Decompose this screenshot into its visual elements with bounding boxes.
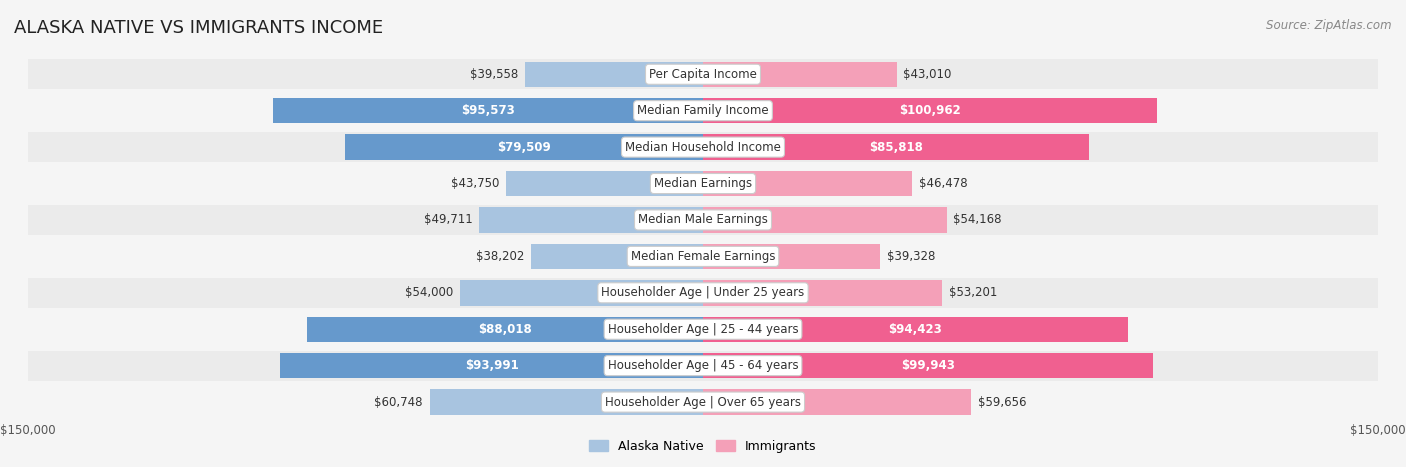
Bar xyxy=(479,207,703,233)
Text: Median Male Earnings: Median Male Earnings xyxy=(638,213,768,226)
Text: Median Household Income: Median Household Income xyxy=(626,141,780,154)
Bar xyxy=(28,132,1378,162)
Text: $94,423: $94,423 xyxy=(889,323,942,336)
Text: $95,573: $95,573 xyxy=(461,104,515,117)
Text: $93,991: $93,991 xyxy=(464,359,519,372)
Bar xyxy=(703,171,912,196)
Text: $85,818: $85,818 xyxy=(869,141,922,154)
Bar xyxy=(28,169,1378,198)
Bar xyxy=(280,353,703,378)
Text: Per Capita Income: Per Capita Income xyxy=(650,68,756,81)
Text: $49,711: $49,711 xyxy=(423,213,472,226)
Bar xyxy=(28,241,1378,271)
Text: Median Family Income: Median Family Income xyxy=(637,104,769,117)
Text: $46,478: $46,478 xyxy=(920,177,967,190)
Text: Householder Age | 45 - 64 years: Householder Age | 45 - 64 years xyxy=(607,359,799,372)
Bar xyxy=(524,62,703,87)
Text: $53,201: $53,201 xyxy=(949,286,997,299)
Text: Householder Age | Under 25 years: Householder Age | Under 25 years xyxy=(602,286,804,299)
Text: $43,750: $43,750 xyxy=(451,177,499,190)
Text: $60,748: $60,748 xyxy=(374,396,423,409)
Bar xyxy=(28,387,1378,417)
Bar xyxy=(703,244,880,269)
Bar xyxy=(703,280,942,305)
Text: $39,558: $39,558 xyxy=(470,68,519,81)
Text: Source: ZipAtlas.com: Source: ZipAtlas.com xyxy=(1267,19,1392,32)
Bar xyxy=(28,205,1378,235)
Bar xyxy=(703,134,1090,160)
Text: $38,202: $38,202 xyxy=(477,250,524,263)
Text: $99,943: $99,943 xyxy=(901,359,955,372)
Bar xyxy=(703,62,897,87)
Bar xyxy=(703,389,972,415)
Bar xyxy=(28,314,1378,344)
Text: $54,168: $54,168 xyxy=(953,213,1002,226)
Bar xyxy=(273,98,703,123)
Bar xyxy=(703,98,1157,123)
Bar xyxy=(28,278,1378,308)
Bar xyxy=(28,96,1378,126)
Text: $79,509: $79,509 xyxy=(498,141,551,154)
Bar xyxy=(703,207,946,233)
Bar xyxy=(307,317,703,342)
Bar xyxy=(28,59,1378,89)
Bar xyxy=(506,171,703,196)
Bar xyxy=(703,317,1128,342)
Text: ALASKA NATIVE VS IMMIGRANTS INCOME: ALASKA NATIVE VS IMMIGRANTS INCOME xyxy=(14,19,384,37)
Text: $59,656: $59,656 xyxy=(979,396,1026,409)
Text: Median Female Earnings: Median Female Earnings xyxy=(631,250,775,263)
Bar xyxy=(703,353,1153,378)
Text: $39,328: $39,328 xyxy=(887,250,935,263)
Text: $100,962: $100,962 xyxy=(900,104,960,117)
Text: $88,018: $88,018 xyxy=(478,323,531,336)
Text: $43,010: $43,010 xyxy=(903,68,952,81)
Text: Householder Age | Over 65 years: Householder Age | Over 65 years xyxy=(605,396,801,409)
Text: Householder Age | 25 - 44 years: Householder Age | 25 - 44 years xyxy=(607,323,799,336)
Text: Median Earnings: Median Earnings xyxy=(654,177,752,190)
Legend: Alaska Native, Immigrants: Alaska Native, Immigrants xyxy=(585,435,821,458)
Bar xyxy=(430,389,703,415)
Text: $54,000: $54,000 xyxy=(405,286,453,299)
Bar xyxy=(346,134,703,160)
Bar xyxy=(460,280,703,305)
Bar xyxy=(531,244,703,269)
Bar xyxy=(28,351,1378,381)
